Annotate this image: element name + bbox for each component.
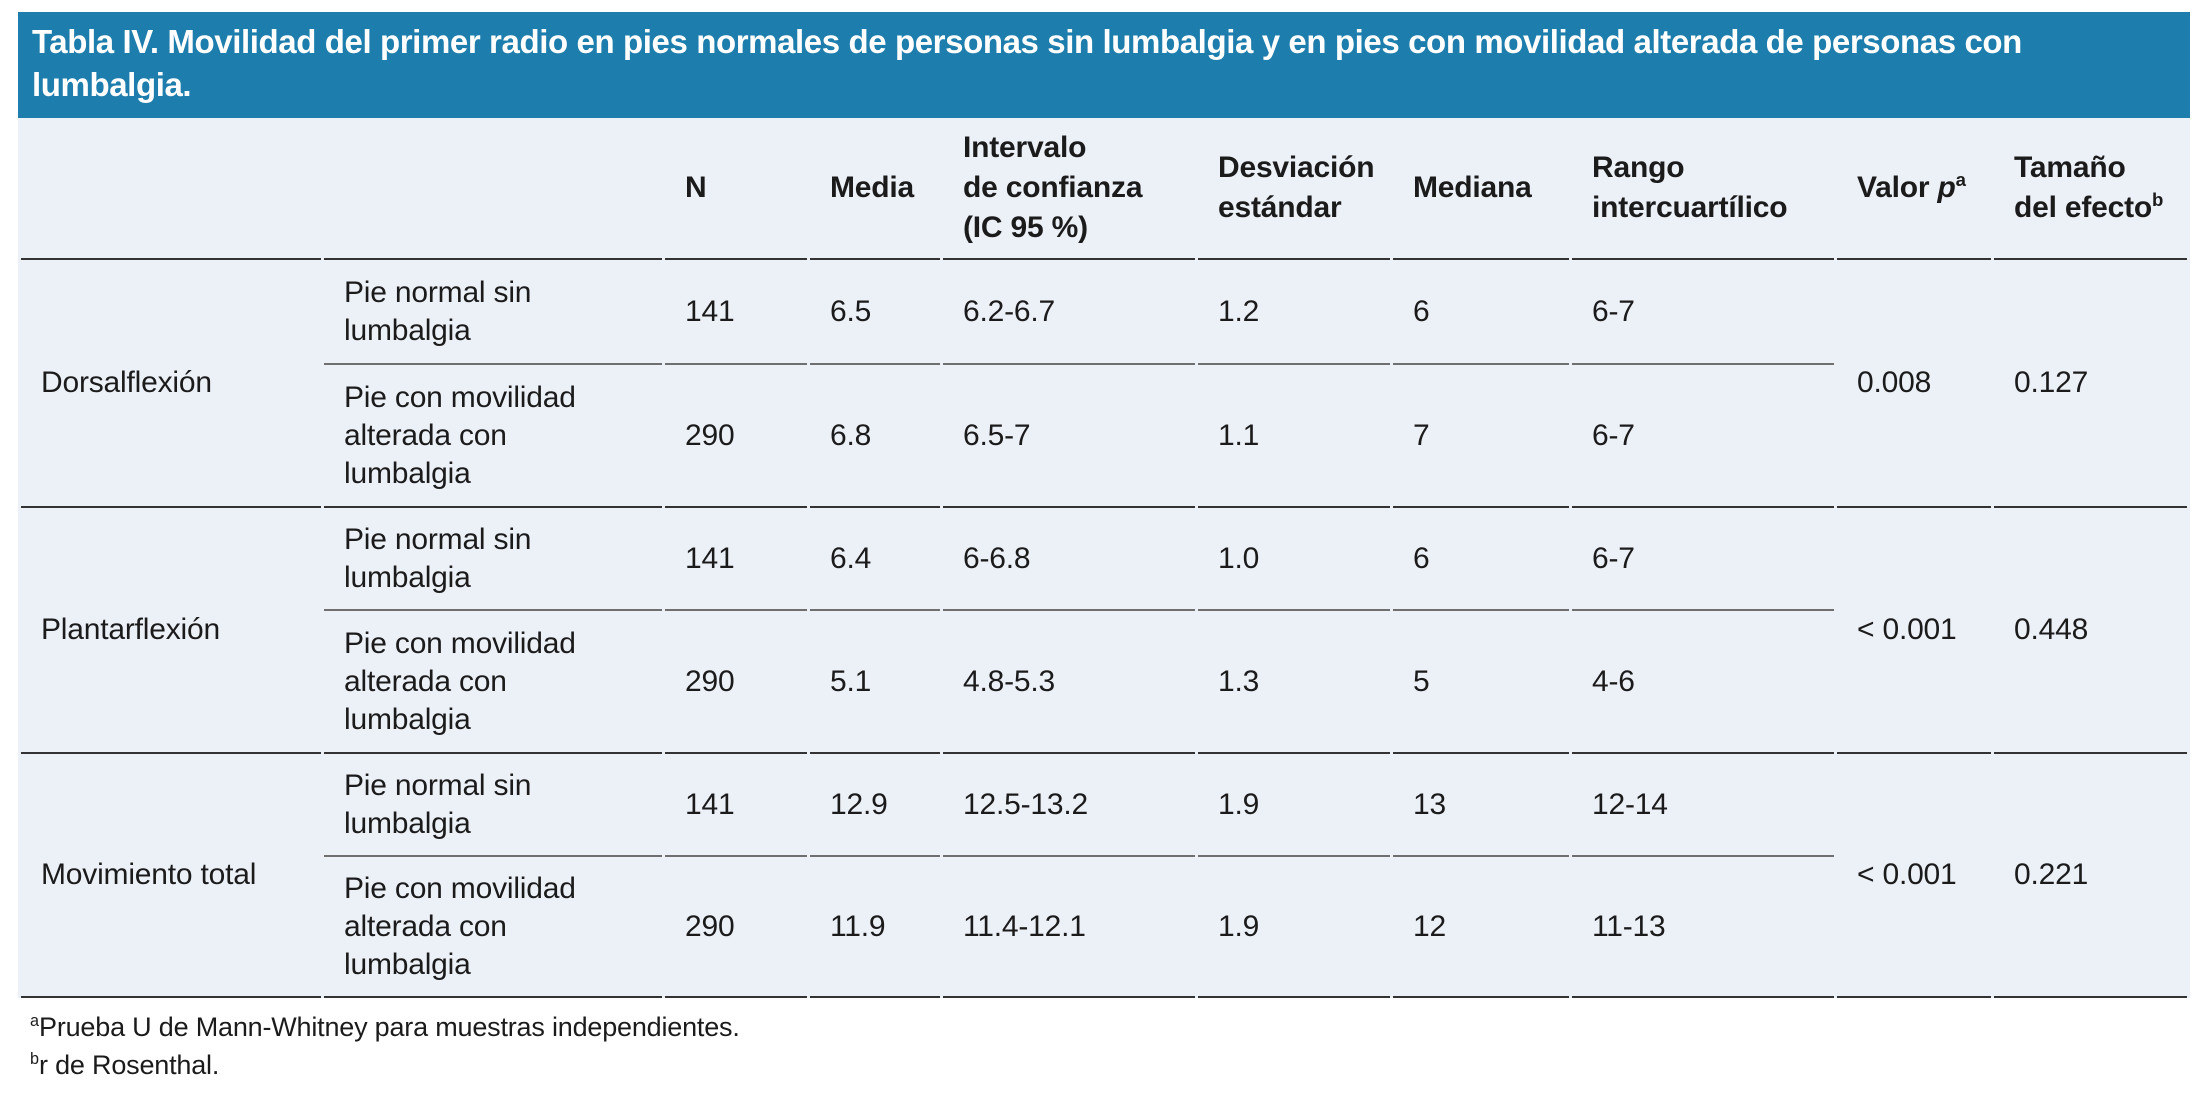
cell-ic95: 12.5-13.2 — [943, 752, 1195, 855]
p-value-italic-p: p — [1937, 171, 1956, 204]
cell-mediana: 5 — [1393, 609, 1569, 752]
condition-label-cell: Pie normal sin lumbalgia — [324, 260, 662, 363]
cell-sd: 1.9 — [1198, 752, 1390, 855]
column-header-ic95-label: Intervalo de confianza (IC 95 %) — [963, 131, 1143, 244]
table-row: Pie con movilidad alterada con lumbalgia… — [21, 609, 2187, 752]
table-row: Movimiento total Pie normal sin lumbalgi… — [21, 752, 2187, 998]
effect-size-cell: 0.127 — [2014, 366, 2089, 399]
footnote: br de Rosenthal. — [30, 1046, 2190, 1084]
column-header-p-value: Valor pa — [1837, 118, 1991, 260]
cell-iqr: 4-6 — [1572, 609, 1834, 752]
group-label-cell: Dorsalflexión — [41, 366, 212, 399]
column-header-mediana: Mediana — [1393, 118, 1569, 260]
cell-sd: 1.1 — [1198, 363, 1390, 506]
table-row: Plantarflexión Pie normal sin lumbalgia … — [21, 506, 2187, 646]
cell-mediana: 7 — [1393, 363, 1569, 506]
condition-label: Pie normal sin lumbalgia — [344, 768, 532, 840]
footnote-marker: a — [30, 1012, 40, 1030]
column-header-n: N — [665, 118, 807, 260]
cell-n: 141 — [665, 506, 807, 609]
effect-size-superscript: b — [2152, 189, 2164, 210]
footnotes: aPrueba U de Mann-Whitney para muestras … — [30, 1008, 2190, 1084]
table-title: Tabla IV. Movilidad del primer radio en … — [32, 23, 2022, 103]
p-value-label: Valor — [1857, 171, 1938, 204]
condition-label: Pie con movilidad alterada con lumbalgia — [344, 871, 576, 981]
p-value-cell: 0.008 — [1857, 366, 1932, 399]
table-title-bar: Tabla IV. Movilidad del primer radio en … — [18, 12, 2190, 118]
column-header-effect-size: Tamaño del efectob — [1994, 118, 2187, 260]
cell-mediana: 6 — [1393, 506, 1569, 609]
cell-ic95: 6.5-7 — [943, 363, 1195, 506]
cell-media: 6.5 — [830, 294, 872, 328]
cell-ic95: 6.2-6.7 — [963, 294, 1055, 328]
cell-ic95: 6-6.8 — [943, 506, 1195, 609]
group-label-cell: Plantarflexión — [21, 506, 321, 752]
column-header-sd-label: Desviación estándar — [1218, 151, 1375, 224]
header-row: N Media Intervalo de confianza (IC 95 %)… — [21, 118, 2187, 260]
effect-size-label: Tamaño del efecto — [2014, 151, 2153, 224]
table-figure: Tabla IV. Movilidad del primer radio en … — [18, 12, 2190, 1084]
p-value-superscript: a — [1955, 169, 1966, 190]
cell-ic95: 11.4-12.1 — [943, 855, 1195, 998]
condition-label-cell: Pie con movilidad alterada con lumbalgia — [324, 855, 662, 998]
table-row: Dorsalflexión Pie normal sin lumbalgia 1… — [21, 260, 2187, 400]
column-header-media: Media — [810, 118, 940, 260]
cell-n: 290 — [665, 363, 807, 506]
condition-label-cell: Pie normal sin lumbalgia — [324, 506, 662, 609]
column-header-condition — [324, 118, 662, 260]
cell-media: 6.4 — [810, 506, 940, 609]
cell-media: 11.9 — [810, 855, 940, 998]
cell-media: 12.9 — [810, 752, 940, 855]
condition-label: Pie normal sin lumbalgia — [344, 522, 532, 594]
group-label-cell: Movimiento total — [21, 752, 321, 998]
column-header-ic95: Intervalo de confianza (IC 95 %) — [943, 118, 1195, 260]
cell-mediana: 6 — [1413, 294, 1430, 328]
footnote-text: Prueba U de Mann-Whitney para muestras i… — [39, 1012, 740, 1042]
condition-label: Pie normal sin lumbalgia — [344, 275, 532, 347]
footnote-marker: b — [30, 1050, 40, 1068]
cell-iqr: 6-7 — [1572, 363, 1834, 506]
cell-media: 6.8 — [810, 363, 940, 506]
cell-sd: 1.9 — [1198, 855, 1390, 998]
cell-ic95: 4.8-5.3 — [943, 609, 1195, 752]
column-header-iqr-label: Rango intercuartílico — [1592, 151, 1788, 224]
column-header-sd: Desviación estándar — [1198, 118, 1390, 260]
effect-size-cell: 0.448 — [1994, 506, 2187, 752]
condition-label: Pie con movilidad alterada con lumbalgia — [344, 626, 576, 736]
column-header-group — [21, 118, 321, 260]
cell-iqr: 11-13 — [1572, 855, 1834, 998]
table-row: Pie con movilidad alterada con lumbalgia… — [21, 855, 2187, 998]
table-row: Pie con movilidad alterada con lumbalgia… — [21, 363, 2187, 506]
p-value-cell: < 0.001 — [1837, 752, 1991, 998]
cell-sd: 1.2 — [1218, 294, 1260, 328]
effect-size-cell: 0.221 — [1994, 752, 2187, 998]
cell-n: 290 — [665, 855, 807, 998]
cell-sd: 1.3 — [1198, 609, 1390, 752]
cell-n: 141 — [665, 752, 807, 855]
cell-n: 290 — [665, 609, 807, 752]
cell-mediana: 13 — [1393, 752, 1569, 855]
condition-label: Pie con movilidad alterada con lumbalgia — [344, 380, 576, 490]
condition-label-cell: Pie con movilidad alterada con lumbalgia — [324, 363, 662, 506]
cell-iqr: 6-7 — [1592, 294, 1635, 328]
cell-mediana: 12 — [1393, 855, 1569, 998]
p-value-cell: < 0.001 — [1837, 506, 1991, 752]
footnote-text: r de Rosenthal. — [39, 1050, 220, 1080]
cell-iqr: 12-14 — [1572, 752, 1834, 855]
column-header-iqr: Rango intercuartílico — [1572, 118, 1834, 260]
cell-sd: 1.0 — [1198, 506, 1390, 609]
cell-media: 5.1 — [810, 609, 940, 752]
cell-iqr: 6-7 — [1572, 506, 1834, 609]
condition-label-cell: Pie con movilidad alterada con lumbalgia — [324, 609, 662, 752]
cell-n: 141 — [685, 294, 735, 328]
condition-label-cell: Pie normal sin lumbalgia — [324, 752, 662, 855]
results-table: N Media Intervalo de confianza (IC 95 %)… — [18, 118, 2190, 998]
footnote: aPrueba U de Mann-Whitney para muestras … — [30, 1008, 2190, 1046]
